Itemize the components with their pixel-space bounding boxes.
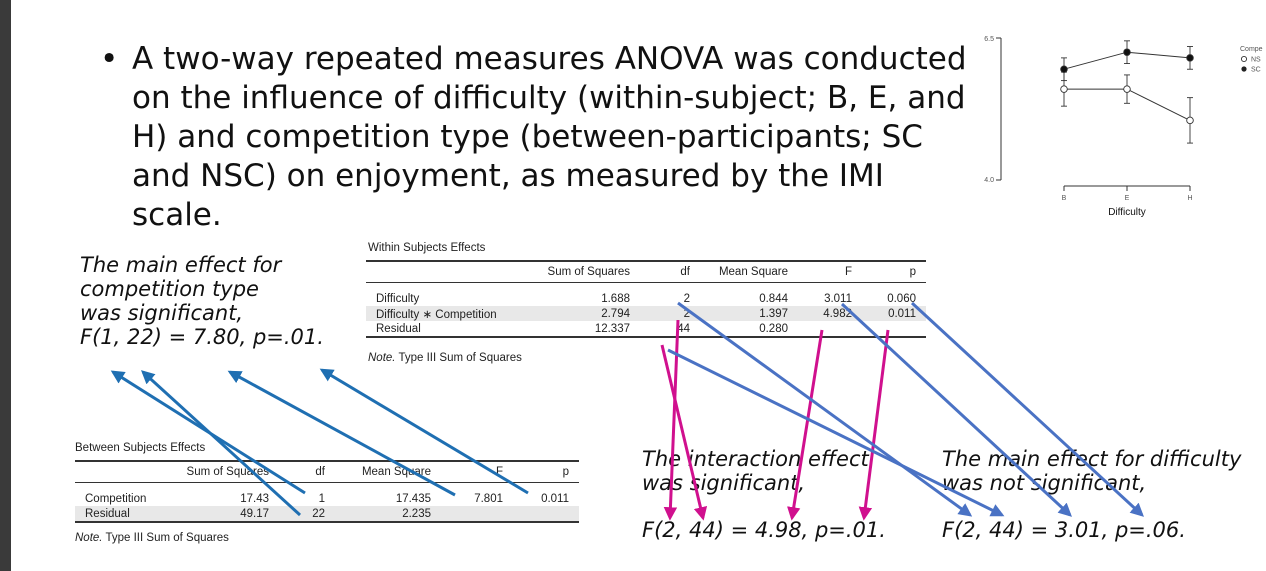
table-spacer [366, 283, 926, 292]
table-cell: 0.011 [541, 492, 569, 505]
table-row: Difficulty ∗ Competition 2.794 2 1.397 4… [366, 306, 926, 321]
table-cell: 4.982 [798, 306, 862, 321]
table-header-row: Sum of Squares df Mean Square F p [366, 260, 926, 283]
bullet-text: A two-way repeated measures ANOVA was co… [132, 41, 967, 233]
legend-label: NS [1251, 57, 1261, 64]
difficulty-stat: F(2, 44) = 3.01, p=.06. [942, 518, 1186, 542]
table-cell: 1.688 [601, 292, 630, 305]
legend-title: Compe [1240, 46, 1263, 53]
table-row: Competition 17.43 1 17.435 7.801 0.011 [75, 491, 579, 506]
table-cell: 2.794 [524, 306, 640, 321]
competition-annotation: The main effect for competition type was… [80, 253, 324, 349]
table-cell: 0.280 [700, 321, 798, 338]
table-cell [513, 506, 579, 523]
data-point [1060, 85, 1068, 93]
table-cell: 3.011 [824, 292, 852, 305]
legend-label: SC [1251, 67, 1261, 74]
legend-marker-filled [1241, 66, 1247, 72]
annotation-line: The main effect for difficulty [942, 447, 1242, 471]
between-table-note: Note. Type III Sum of Squares [75, 532, 229, 544]
table-header: F [798, 260, 862, 283]
annotation-line: competition type [80, 277, 259, 301]
table-row: Difficulty 1.688 2 0.844 3.011 0.060 [366, 291, 926, 306]
note-label: Note. [368, 352, 396, 364]
table-cell: 7.801 [474, 492, 503, 505]
table-cell: 0.060 [887, 292, 916, 305]
interaction-stat: F(2, 44) = 4.98, p=.01. [642, 518, 886, 542]
table-header: p [513, 460, 579, 483]
table-header: F [441, 460, 513, 483]
table-cell [798, 321, 862, 338]
note-text: Type III Sum of Squares [102, 532, 229, 544]
between-table-title: Between Subjects Effects [75, 442, 206, 454]
data-point [1060, 65, 1068, 73]
x-tick-label: E [1125, 195, 1130, 202]
table-header: df [279, 460, 335, 483]
bullet-marker: • [100, 41, 119, 77]
table-cell: 49.17 [163, 506, 279, 523]
x-tick-label: B [1062, 195, 1067, 202]
table-cell: 12.337 [524, 321, 640, 338]
x-tick-label: H [1187, 195, 1192, 202]
within-table-note: Note. Type III Sum of Squares [368, 352, 522, 364]
annotation-line: The interaction effect [642, 447, 869, 471]
table-cell: Competition [85, 492, 147, 505]
annotation-line: was significant, [642, 471, 806, 495]
table-cell: 1 [318, 492, 325, 505]
data-point [1123, 48, 1131, 56]
x-axis-label: Difficulty [1108, 207, 1146, 218]
data-point [1186, 54, 1194, 62]
table-header [75, 460, 163, 483]
table-cell: Difficulty ∗ Competition [366, 306, 524, 321]
table-cell: 2 [640, 306, 700, 321]
annotation-line: F(1, 22) = 7.80, p=.01. [80, 325, 324, 349]
between-subjects-table: Sum of Squares df Mean Square F p Compet… [75, 460, 579, 523]
annotation-line: was significant, [80, 301, 244, 325]
legend-marker-open [1240, 55, 1248, 63]
annotation-line: The main effect for [80, 253, 282, 277]
table-cell [441, 506, 513, 523]
bullet-point: • A two-way repeated measures ANOVA was … [100, 40, 980, 235]
table-header: p [862, 260, 926, 283]
table-cell: 17.435 [395, 492, 431, 505]
table-cell: 0.011 [862, 306, 926, 321]
table-cell: 22 [279, 506, 335, 523]
table-header: df [640, 260, 700, 283]
within-subjects-table: Sum of Squares df Mean Square F p Diffic… [366, 260, 926, 338]
note-label: Note. [75, 532, 103, 544]
interaction-plot: 6.5 4.0 B E H Difficulty Compe NS SC [984, 36, 1263, 218]
table-row: Residual 49.17 22 2.235 [75, 506, 579, 523]
table-cell: 0.844 [759, 292, 788, 305]
table-cell: 17.43 [240, 492, 269, 505]
table-cell [862, 321, 926, 338]
table-cell: 1.397 [700, 306, 798, 321]
left-edge-bar [0, 0, 11, 571]
table-cell: 44 [640, 321, 700, 338]
table-cell: 2.235 [335, 506, 441, 523]
annotation-line: was not significant, [942, 471, 1147, 495]
table-spacer [75, 483, 579, 492]
note-text: Type III Sum of Squares [395, 352, 522, 364]
table-header: Sum of Squares [163, 460, 279, 483]
plot-series-group [1060, 40, 1194, 144]
table-header: Mean Square [335, 460, 441, 483]
table-cell: Difficulty [376, 292, 420, 305]
table-cell: 2 [683, 292, 690, 305]
data-point [1123, 85, 1131, 93]
table-header-row: Sum of Squares df Mean Square F p [75, 460, 579, 483]
difficulty-annotation: The main effect for difficulty was not s… [942, 447, 1241, 495]
table-header [366, 260, 524, 283]
interaction-annotation: The interaction effect was significant, [642, 447, 869, 495]
data-point [1186, 116, 1194, 125]
table-header: Sum of Squares [524, 260, 640, 283]
table-cell: Residual [366, 321, 524, 338]
table-row: Residual 12.337 44 0.280 [366, 321, 926, 338]
table-header: Mean Square [700, 260, 798, 283]
table-cell: Residual [75, 506, 163, 523]
y-tick-label: 4.0 [984, 177, 994, 184]
y-tick-label: 6.5 [984, 36, 994, 43]
within-table-title: Within Subjects Effects [368, 242, 486, 254]
